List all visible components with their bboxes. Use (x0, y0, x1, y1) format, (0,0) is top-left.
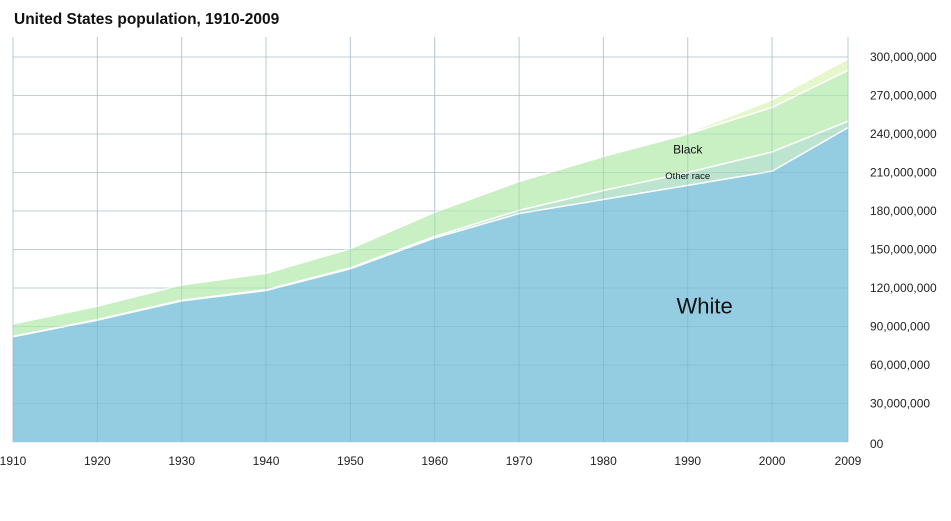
boundary-line (12, 58, 849, 325)
y-tick-label: 300,000,000 (870, 50, 937, 64)
x-tick-label: 1940 (253, 454, 280, 468)
y-tick-label: 270,000,000 (870, 89, 937, 103)
y-tick-label: 210,000,000 (870, 166, 937, 180)
x-tick-label: 2009 (835, 454, 862, 468)
label-black: Black (673, 142, 703, 156)
x-tick-label: 2000 (759, 454, 786, 468)
boundary-line (12, 120, 849, 338)
x-tick-label: 1980 (590, 454, 617, 468)
x-tick-label: 1910 (0, 454, 27, 468)
area-labels: White Black Other race (665, 142, 732, 318)
area-white (13, 127, 848, 442)
x-tick-label: 1970 (506, 454, 533, 468)
y-tick-label: 90,000,000 (870, 320, 930, 334)
label-other-race: Other race (665, 171, 710, 182)
y-tick-label: 30,000,000 (870, 397, 930, 411)
label-white: White (676, 294, 732, 319)
y-tick-label: 180,000,000 (870, 204, 937, 218)
x-tick-label: 1990 (674, 454, 701, 468)
y-tick-label: 240,000,000 (870, 127, 937, 141)
x-tick-label: 1960 (421, 454, 448, 468)
data-areas (13, 58, 848, 442)
series-boundaries (12, 37, 849, 442)
x-tick-label: 1930 (168, 454, 195, 468)
y-tick-label: 120,000,000 (870, 281, 937, 295)
area-black (13, 70, 848, 337)
y-tick-label: 00 (870, 437, 884, 451)
y-tick-label: 150,000,000 (870, 243, 937, 257)
chart-title: United States population, 1910-2009 (14, 11, 280, 28)
x-tick-label: 1920 (84, 454, 111, 468)
x-tick-label: 1950 (337, 454, 364, 468)
x-axis-ticks: 1910 1920 1930 1940 1950 1960 1970 1980 1990 2000… (0, 454, 862, 468)
y-axis-ticks: 00 30,000,000 60,000,000 90,000,000 120,000,… (870, 50, 937, 451)
y-tick-label: 60,000,000 (870, 358, 930, 372)
